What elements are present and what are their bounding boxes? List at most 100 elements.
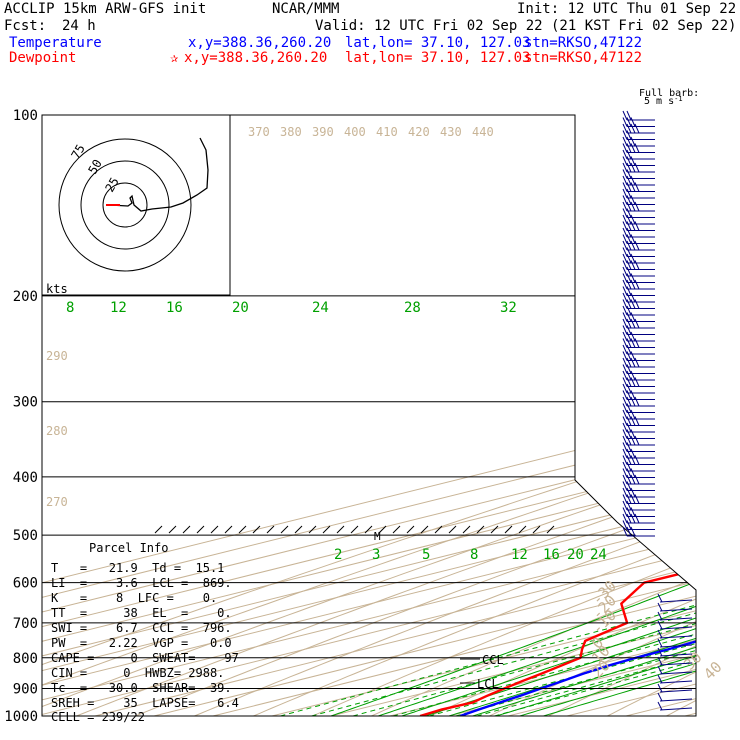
dry-adiabat-line bbox=[702, 115, 740, 729]
wind-barb bbox=[657, 656, 693, 666]
dewpoint-legend: Dewpoint bbox=[9, 50, 77, 66]
parcel-line-pw: PW = 2.22 VGP = 0.0 bbox=[51, 636, 232, 650]
moist-adiabat-line bbox=[519, 220, 696, 716]
ccl-label: CCL bbox=[482, 653, 504, 667]
wind-barb bbox=[622, 435, 655, 446]
wind-barb bbox=[622, 299, 655, 309]
barb-legend-line2: 5 m s-1 bbox=[644, 95, 683, 107]
mixing-ratio-label: 24 bbox=[590, 547, 607, 563]
mixing-ratio-label: 16 bbox=[166, 300, 183, 316]
wind-barb bbox=[622, 396, 655, 407]
wind-barb bbox=[657, 683, 693, 693]
wind-barb bbox=[657, 674, 693, 684]
hatch-mark bbox=[210, 525, 219, 534]
wind-barb bbox=[657, 620, 693, 630]
forecast-hours: 24 h bbox=[62, 18, 96, 34]
pressure-tick-label: 800 bbox=[13, 651, 38, 667]
parcel-info-box: Parcel Info T = 21.9 Td = 15.1 LI = 3.6 … bbox=[51, 541, 239, 724]
hodograph-ring-label-50: 50 bbox=[85, 157, 104, 177]
wind-barb bbox=[622, 474, 655, 485]
dry-adiabat-line bbox=[42, 115, 696, 716]
hatch-mark bbox=[196, 525, 205, 534]
wind-barb bbox=[657, 665, 693, 675]
parcel-line-k: K = 8 LFC = 0. bbox=[51, 591, 217, 605]
barb-legend: Full barb: 5 m s-1 bbox=[639, 88, 699, 107]
parcel-line-cin: CIN = 0 HWBZ= 2988. bbox=[51, 666, 224, 680]
wind-barb bbox=[657, 638, 693, 648]
mixing-ratio-label: 24 bbox=[312, 300, 329, 316]
hatch-mark bbox=[420, 525, 429, 534]
isotherm-line bbox=[42, 115, 696, 716]
model-title: ACCLIP 15km ARW-GFS init bbox=[4, 1, 207, 17]
mixing-ratio-label: 2 bbox=[334, 547, 342, 563]
dry-adiabat-line bbox=[582, 115, 696, 716]
wind-barb bbox=[622, 182, 655, 192]
wind-barb bbox=[622, 455, 655, 465]
hatch-mark bbox=[266, 525, 275, 534]
valid-time: Valid: 12 UTC Fri 02 Sep 22 (21 KST Fri … bbox=[315, 18, 737, 34]
dry-adiabat-line bbox=[42, 115, 696, 716]
wind-barb bbox=[657, 701, 693, 711]
wind-barb bbox=[657, 611, 693, 621]
moist-adiabat-line bbox=[472, 220, 696, 716]
pressure-tick-label: 200 bbox=[13, 289, 38, 305]
hatch-mark bbox=[364, 525, 373, 534]
hatch-mark bbox=[392, 525, 401, 534]
moist-adiabat-line bbox=[401, 220, 696, 716]
isotherm-line bbox=[42, 115, 696, 716]
wind-barb bbox=[622, 201, 655, 212]
dewpoint-xy: x,y=388.36,260.20 bbox=[184, 50, 328, 66]
parcel-line-tt: TT = 38 EL = 0. bbox=[51, 606, 232, 620]
theta-label: 390 bbox=[312, 125, 334, 139]
hatch-mark bbox=[252, 525, 261, 534]
pressure-tick-label: 100 bbox=[13, 108, 38, 124]
hodograph: 25 50 75 kts bbox=[41, 114, 231, 296]
hodograph-ring-25 bbox=[102, 182, 148, 228]
mixing-ratio-label: 20 bbox=[567, 547, 584, 563]
hatch-mark bbox=[406, 525, 415, 534]
diagram-frame bbox=[41, 114, 697, 717]
parcel-line-t: T = 21.9 Td = 15.1 bbox=[51, 561, 224, 575]
wind-barb bbox=[622, 123, 655, 134]
dry-adiabat-line bbox=[44, 115, 696, 716]
isotherm-line bbox=[153, 115, 696, 716]
isotherm-line bbox=[271, 115, 696, 716]
hatch-mark bbox=[168, 525, 177, 534]
theta-label: 270 bbox=[46, 495, 68, 509]
hatch-mark bbox=[294, 525, 303, 534]
wind-barb bbox=[622, 136, 655, 147]
parcel-line-cell: CELL = 239/22 bbox=[51, 710, 145, 724]
forecast-label: Fcst: bbox=[4, 18, 47, 34]
melting-level-label: M bbox=[374, 530, 381, 543]
hodograph-ring-75 bbox=[58, 138, 192, 272]
hatch-mark bbox=[448, 525, 457, 534]
mixing-ratio-label: 28 bbox=[404, 300, 421, 316]
wind-barb bbox=[622, 338, 655, 348]
hatch-mark bbox=[280, 525, 289, 534]
wind-barb bbox=[622, 162, 655, 173]
pressure-tick-label: 700 bbox=[13, 616, 38, 632]
isotherm-line bbox=[42, 115, 696, 716]
hatch-mark bbox=[238, 525, 247, 534]
pressure-tick-label: 600 bbox=[13, 576, 38, 592]
parcel-line-li: LI = 3.6 LCL = 869. bbox=[51, 576, 232, 590]
dry-adiabat-line bbox=[103, 115, 696, 716]
theta-label: 290 bbox=[46, 349, 68, 363]
wind-barb bbox=[657, 593, 693, 603]
hatch-mark bbox=[434, 525, 443, 534]
dry-adiabat-line bbox=[223, 115, 696, 716]
dry-adiabat-line bbox=[283, 115, 696, 716]
dry-adiabat-line bbox=[163, 115, 696, 716]
pressure-tick-label: 400 bbox=[13, 470, 38, 486]
wind-barb bbox=[622, 143, 655, 153]
parcel-line-tc: Tc = 30.0 SHEAR= 39. bbox=[51, 681, 232, 695]
wind-barb bbox=[622, 357, 655, 368]
moist-adiabat-line bbox=[425, 220, 696, 716]
dewpoint-star-icon: ✰ bbox=[170, 50, 179, 66]
theta-label: 280 bbox=[46, 424, 68, 438]
parcel-line-cape: CAPE = 0 SWEAT= 97 bbox=[51, 651, 239, 665]
hodograph-ring-label-25: 25 bbox=[102, 175, 121, 195]
isotherm-line bbox=[212, 115, 696, 716]
mixing-ratio-label: 8 bbox=[66, 300, 74, 316]
